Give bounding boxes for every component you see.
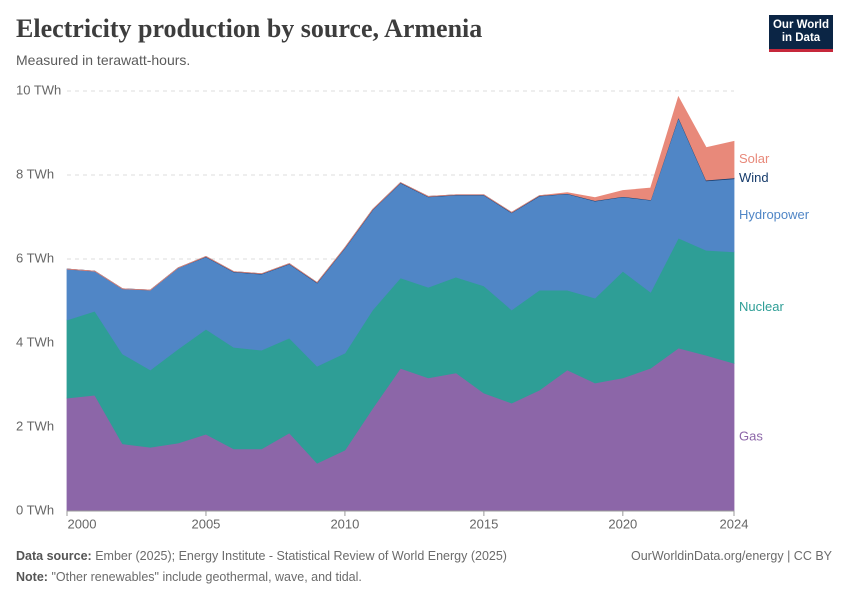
chart-subtitle: Measured in terawatt-hours. — [16, 52, 191, 68]
x-tick-label: 2015 — [469, 516, 498, 531]
chart: 0 TWh 2 TWh 4 TWh 6 TWh 8 TWh 10 TWh Gas Nuclea… — [16, 82, 810, 531]
logo-text: in Data — [781, 32, 821, 44]
legend-label: Solar — [739, 151, 770, 166]
area — [66, 95, 735, 291]
y-tick-label: 8 TWh — [16, 166, 54, 181]
logo[interactable]: Our World in Data — [769, 15, 833, 52]
note-text: "Other renewables" include geothermal, w… — [51, 570, 362, 584]
note-label: Note: — [16, 570, 48, 584]
x-tick-label: 2010 — [330, 516, 359, 531]
y-tick-label: 10 TWh — [16, 82, 61, 97]
x-tick-label: 2000 — [68, 516, 97, 531]
x-tick-label: 2020 — [608, 516, 637, 531]
note: Note: "Other renewables" include geother… — [16, 570, 362, 584]
chart-title: Electricity production by source, Armeni… — [16, 14, 483, 43]
x-tick-label: 2005 — [191, 516, 220, 531]
legend-label: Gas — [739, 429, 763, 444]
y-tick-label: 4 TWh — [16, 334, 54, 349]
source-label: Data source: — [16, 549, 92, 563]
legend-label: Hydropower — [739, 207, 810, 222]
logo-text: Our World — [772, 19, 829, 31]
x-tick-label: 2024 — [720, 516, 749, 531]
source: Data source: Ember (2025); Energy Instit… — [16, 549, 507, 563]
y-tick-label: 2 TWh — [16, 418, 54, 433]
y-tick-label: 6 TWh — [16, 250, 54, 265]
source-text: Ember (2025); Energy Institute - Statist… — [95, 549, 507, 563]
legend-label: Nuclear — [739, 299, 784, 314]
credit[interactable]: OurWorldinData.org/energy | CC BY — [630, 549, 832, 563]
legend-label: Wind — [739, 170, 769, 185]
y-tick-label: 0 TWh — [16, 502, 54, 517]
